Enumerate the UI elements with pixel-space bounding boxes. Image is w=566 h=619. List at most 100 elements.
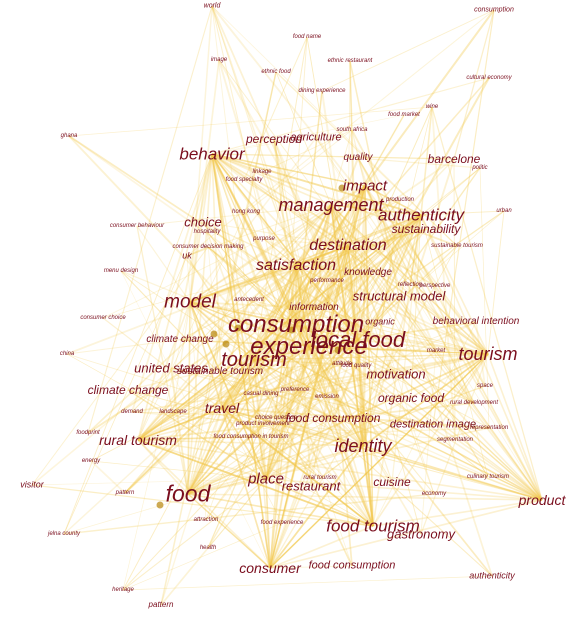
edge bbox=[262, 396, 328, 425]
edge bbox=[66, 245, 349, 355]
term-destination: destination bbox=[309, 237, 387, 254]
edge bbox=[211, 5, 315, 309]
edge bbox=[295, 214, 422, 267]
edge bbox=[137, 204, 332, 441]
edge bbox=[221, 353, 489, 409]
edge bbox=[341, 245, 349, 365]
edge bbox=[265, 265, 297, 480]
edge bbox=[137, 214, 422, 441]
edge bbox=[269, 204, 332, 569]
edge bbox=[137, 272, 369, 441]
edge bbox=[186, 255, 255, 361]
edge bbox=[347, 245, 374, 527]
edge bbox=[221, 407, 374, 527]
edge bbox=[308, 245, 349, 348]
edge bbox=[295, 214, 422, 326]
edge bbox=[357, 157, 436, 287]
edge bbox=[434, 245, 458, 287]
edge bbox=[243, 36, 308, 181]
term-gastronomy: gastronomy bbox=[387, 526, 455, 542]
term-reflection: reflection bbox=[397, 282, 423, 288]
edge bbox=[364, 185, 422, 216]
edge bbox=[187, 353, 489, 495]
edge bbox=[189, 301, 297, 326]
edge bbox=[295, 265, 374, 527]
edge bbox=[120, 270, 321, 479]
edge bbox=[347, 245, 543, 501]
term-emission: emission bbox=[315, 394, 339, 400]
edge bbox=[330, 204, 364, 447]
edge bbox=[357, 167, 481, 341]
edge bbox=[68, 135, 475, 404]
edge bbox=[137, 427, 490, 441]
term-knowledge: knowledge bbox=[344, 267, 392, 278]
edge bbox=[253, 346, 310, 361]
edge bbox=[160, 407, 223, 606]
edge bbox=[330, 204, 422, 216]
term-consumer-behaviour: consumer behaviour bbox=[109, 223, 165, 229]
edge bbox=[434, 285, 489, 355]
edge bbox=[211, 153, 364, 447]
edge bbox=[187, 423, 264, 495]
edge bbox=[211, 114, 405, 155]
edge bbox=[347, 214, 422, 247]
edge bbox=[187, 346, 310, 495]
edge bbox=[221, 245, 349, 409]
edge bbox=[187, 478, 267, 495]
edge bbox=[207, 185, 366, 549]
term-china: china bbox=[59, 351, 75, 357]
edge bbox=[487, 210, 505, 355]
edge bbox=[295, 157, 359, 326]
edge bbox=[330, 204, 374, 527]
term-product-involvement: product involvement bbox=[236, 421, 290, 427]
term-sustainability: sustainability bbox=[391, 222, 461, 236]
edge bbox=[63, 153, 213, 535]
edge bbox=[420, 167, 481, 216]
edge bbox=[308, 346, 364, 447]
term-united-states: united states bbox=[134, 360, 208, 376]
edge bbox=[219, 353, 489, 373]
edge bbox=[87, 214, 422, 434]
edge bbox=[186, 204, 332, 257]
edge bbox=[265, 445, 364, 480]
term-production: production bbox=[385, 197, 415, 203]
edge bbox=[347, 185, 366, 247]
edge bbox=[269, 285, 436, 569]
edge bbox=[189, 301, 223, 409]
edge bbox=[275, 417, 364, 447]
edge bbox=[207, 478, 267, 549]
edge bbox=[172, 228, 427, 413]
edge bbox=[211, 153, 359, 341]
edge bbox=[137, 245, 349, 441]
edge bbox=[136, 225, 189, 495]
edge bbox=[294, 389, 434, 426]
edge bbox=[131, 353, 489, 413]
edge bbox=[87, 204, 332, 434]
edge bbox=[170, 367, 189, 495]
edge bbox=[269, 324, 297, 569]
edge bbox=[102, 204, 332, 319]
edge bbox=[295, 265, 328, 398]
term-organic-food: organic food bbox=[377, 391, 445, 405]
edge bbox=[265, 324, 297, 480]
edge bbox=[31, 265, 297, 486]
edge bbox=[265, 245, 349, 480]
edge bbox=[253, 359, 271, 569]
edge bbox=[211, 153, 436, 287]
term-consumption-top: consumption bbox=[474, 6, 514, 14]
edge bbox=[326, 280, 359, 341]
edge bbox=[265, 478, 271, 569]
term-dining-experience: dining experience bbox=[298, 88, 346, 94]
edge bbox=[187, 204, 332, 495]
edge bbox=[263, 238, 297, 267]
term-linkage: linkage bbox=[252, 169, 272, 175]
edge bbox=[265, 339, 359, 480]
edge bbox=[136, 204, 332, 227]
edge bbox=[221, 407, 264, 425]
edge bbox=[355, 272, 369, 367]
term-consumer-decision-making: consumer decision making bbox=[172, 244, 244, 250]
term-food-consumption-in-tourism: food consumption in tourism bbox=[213, 434, 289, 440]
term-choice-question: choice question bbox=[255, 415, 297, 421]
edge bbox=[357, 157, 481, 169]
term-south-africa: south africa bbox=[336, 127, 368, 133]
